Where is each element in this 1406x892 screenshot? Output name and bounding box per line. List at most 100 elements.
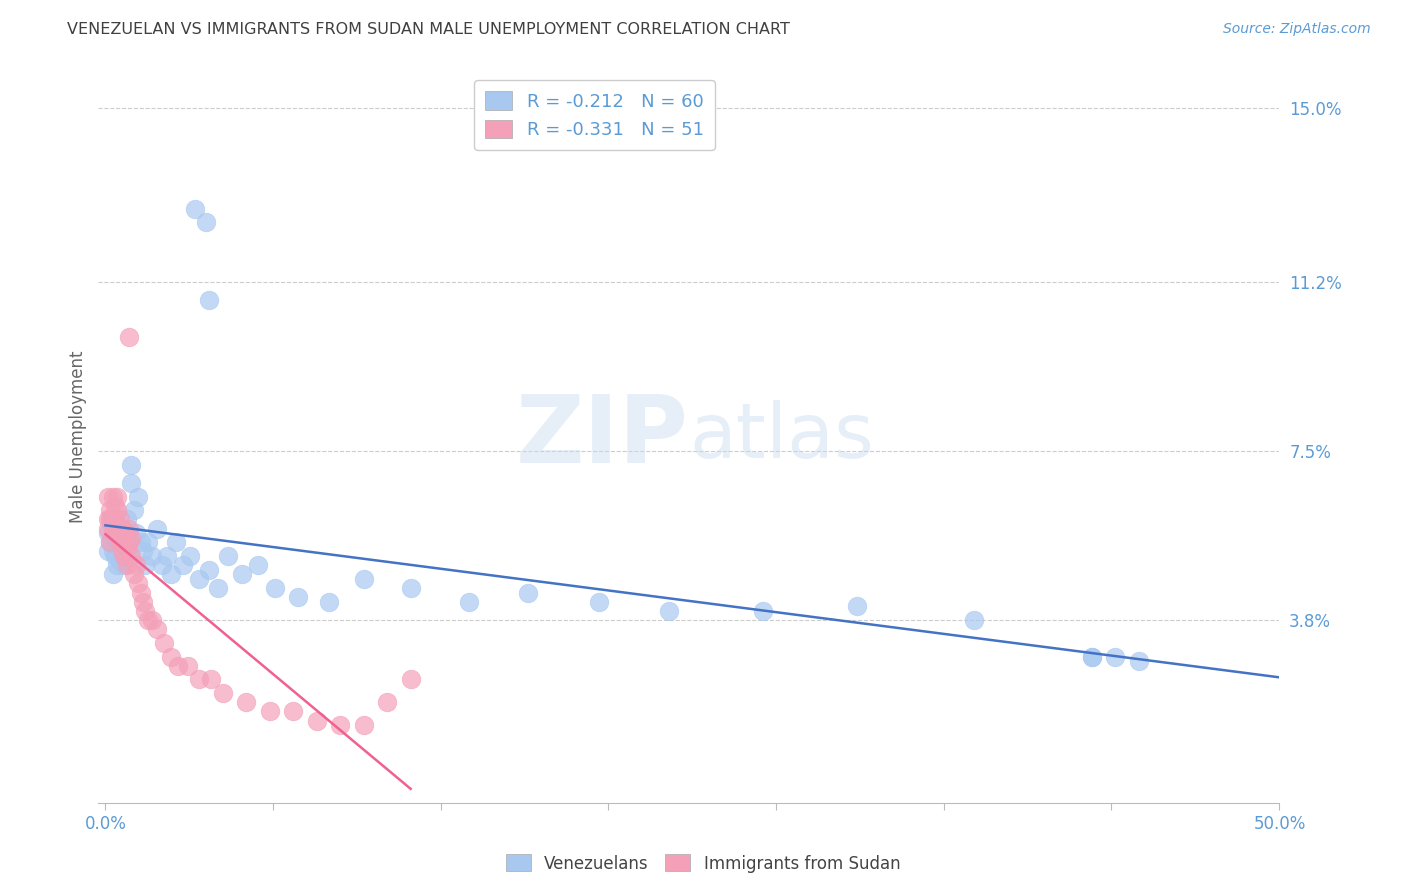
Point [108, 540, 131, 554]
Text: Source: ZipAtlas.com: Source: ZipAtlas.com [1223, 22, 1371, 37]
Point [165, 535, 187, 549]
Point [98, 512, 121, 526]
Point [112, 558, 135, 573]
Point [127, 490, 149, 504]
Point [97, 490, 120, 504]
Point [120, 549, 142, 563]
Point [231, 567, 253, 582]
Point [183, 202, 205, 216]
Point [101, 521, 124, 535]
Point [118, 531, 141, 545]
Point [125, 558, 148, 573]
Point [458, 594, 481, 608]
Point [118, 544, 141, 558]
Point [172, 558, 194, 573]
Point [1080, 649, 1102, 664]
Point [399, 581, 422, 595]
Point [105, 558, 128, 573]
Point [115, 558, 138, 573]
Point [111, 526, 134, 541]
Point [129, 585, 152, 599]
Point [108, 512, 131, 526]
Point [259, 705, 281, 719]
Legend: R = -0.212   N = 60, R = -0.331   N = 51: R = -0.212 N = 60, R = -0.331 N = 51 [474, 80, 714, 150]
Point [1104, 649, 1126, 664]
Point [658, 604, 681, 618]
Point [141, 549, 163, 563]
Legend: Venezuelans, Immigrants from Sudan: Venezuelans, Immigrants from Sudan [499, 847, 907, 880]
Point [101, 490, 124, 504]
Point [108, 521, 131, 535]
Point [305, 714, 328, 728]
Point [353, 718, 375, 732]
Point [104, 526, 127, 541]
Point [98, 512, 121, 526]
Point [167, 658, 190, 673]
Point [105, 490, 128, 504]
Point [108, 535, 131, 549]
Point [247, 558, 270, 573]
Point [287, 590, 309, 604]
Point [104, 499, 127, 513]
Point [111, 544, 134, 558]
Point [112, 540, 135, 554]
Point [108, 553, 131, 567]
Point [195, 215, 218, 229]
Point [963, 613, 986, 627]
Point [155, 549, 177, 563]
Point [97, 526, 120, 541]
Point [105, 503, 128, 517]
Point [188, 572, 211, 586]
Text: ZIP: ZIP [516, 391, 689, 483]
Point [120, 458, 142, 472]
Point [112, 531, 135, 545]
Point [160, 649, 183, 664]
Point [375, 695, 398, 709]
Point [283, 705, 305, 719]
Point [132, 594, 155, 608]
Point [136, 613, 159, 627]
Point [120, 531, 142, 545]
Point [179, 549, 201, 563]
Point [118, 329, 141, 343]
Point [150, 558, 173, 573]
Point [104, 512, 127, 526]
Point [153, 636, 176, 650]
Point [98, 503, 121, 517]
Point [122, 503, 145, 517]
Point [752, 604, 775, 618]
Point [207, 581, 229, 595]
Point [235, 695, 257, 709]
Point [127, 576, 149, 591]
Point [97, 512, 120, 526]
Point [112, 549, 135, 563]
Point [122, 567, 145, 582]
Point [1080, 649, 1102, 664]
Point [115, 512, 138, 526]
Point [197, 563, 219, 577]
Point [329, 718, 352, 732]
Point [97, 544, 120, 558]
Point [197, 293, 219, 307]
Point [588, 594, 610, 608]
Point [115, 540, 138, 554]
Point [132, 544, 155, 558]
Point [111, 531, 134, 545]
Point [115, 526, 138, 541]
Point [141, 613, 163, 627]
Point [217, 549, 239, 563]
Point [105, 535, 128, 549]
Point [118, 535, 141, 549]
Point [134, 558, 156, 573]
Point [146, 622, 169, 636]
Point [120, 475, 142, 490]
Point [129, 535, 152, 549]
Point [146, 521, 169, 535]
Point [111, 521, 134, 535]
Text: VENEZUELAN VS IMMIGRANTS FROM SUDAN MALE UNEMPLOYMENT CORRELATION CHART: VENEZUELAN VS IMMIGRANTS FROM SUDAN MALE… [67, 22, 790, 37]
Point [263, 581, 285, 595]
Point [212, 686, 235, 700]
Point [188, 673, 211, 687]
Point [111, 549, 134, 563]
Point [1128, 654, 1150, 668]
